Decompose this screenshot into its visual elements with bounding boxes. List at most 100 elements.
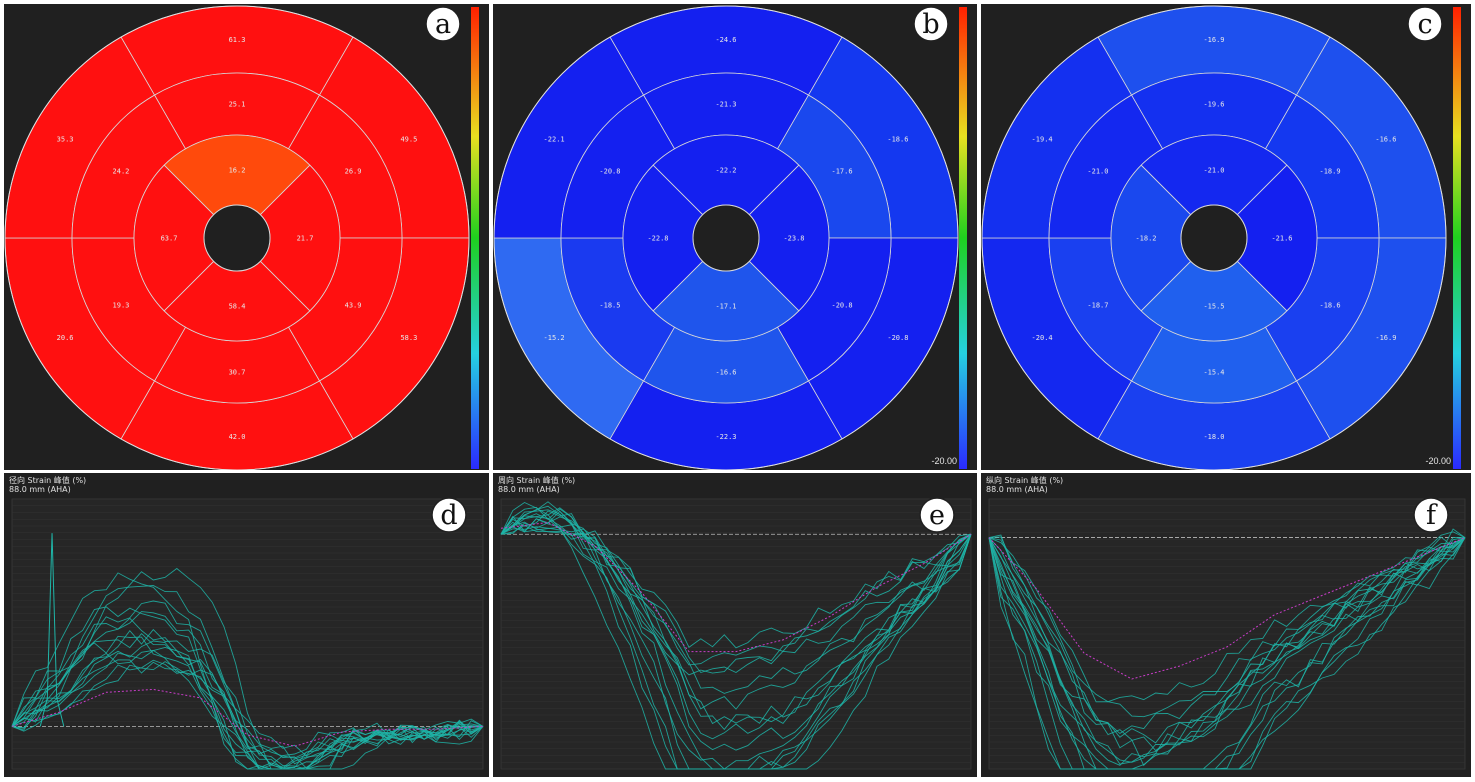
segment-value-apical-1: -21.0 [1203,167,1224,175]
segment-value-basal-3: 58.3 [400,334,417,342]
segment-value-basal-3: -20.8 [887,334,908,342]
segment-value-mid-4: -16.6 [715,369,736,377]
segment-value-basal-2: 49.5 [400,135,417,143]
segment-value-mid-1: 25.1 [229,101,246,109]
colorbar-b [959,7,967,469]
segment-curve-f-11 [988,537,1466,765]
segment-value-apical-2: 21.7 [297,235,314,243]
segment-curve-e-2 [500,521,972,666]
segment-value-apical-2: -23.8 [783,235,804,243]
segment-curve-d-8 [11,659,484,766]
segment-curve-f-12 [988,531,1466,770]
apex-hole [692,204,760,272]
panel-badge-label-c: c [1417,9,1432,40]
segment-curve-d-15 [11,628,484,770]
bullseye-a: 61.3 49.5 58.3 42.0 20.6 35.3 25.1 26.9 43.9 30.7… [4,5,470,470]
segment-value-mid-4: -15.4 [1203,369,1224,377]
segment-value-basal-2: -16.6 [1375,135,1396,143]
chart-title-e: 周向 Strain 峰值 (%) [498,475,575,485]
strain-curve-panel-d: 径向 Strain 峰值 (%) 88.0 mm (AHA) d [4,473,489,777]
segment-value-basal-5: -15.2 [544,334,565,342]
segment-curve-f-15 [988,537,1466,770]
segment-value-basal-4: -22.3 [715,433,736,441]
global-curve-f [988,537,1466,680]
segment-value-apical-4: -22.8 [647,235,668,243]
panel-badge-f [1413,497,1449,533]
chart-title-f: 纵向 Strain 峰值 (%) [986,475,1063,485]
global-curve-e [500,521,972,653]
segment-value-mid-2: 26.9 [345,168,362,176]
segment-value-basal-1: 61.3 [229,36,246,44]
segment-curve-d-9 [11,659,484,765]
segment-curve-f-7 [988,537,1466,766]
bullseye-panel-b: -24.6 -18.6 -20.8 -22.3 -15.2 -22.1 -21.3 -17.6… [493,4,977,470]
segment-value-basal-5: 20.6 [57,334,74,342]
bullseye-plot-b: -24.6 -18.6 -20.8 -22.3 -15.2 -22.1 -21.3 -17.6… [493,5,967,470]
chart-subtitle-f: 88.0 mm (AHA) [986,485,1048,494]
segment-curve-d-3 [11,606,484,770]
bullseye-b: -24.6 -18.6 -20.8 -22.3 -15.2 -22.1 -21.3 -17.6… [493,5,959,470]
segment-value-basal-6: -19.4 [1032,135,1053,143]
segment-curve-f-13 [988,528,1466,770]
outer-ring [981,5,1447,470]
segment-curve-e-9 [500,521,972,676]
segment-value-apical-4: -18.2 [1135,235,1156,243]
segment-value-mid-3: -20.8 [832,302,853,310]
panel-badge-c [1407,6,1443,42]
segment-value-mid-1: -19.6 [1203,101,1224,109]
bullseye-plot-a: 61.3 49.5 58.3 42.0 20.6 35.3 25.1 26.9 43.9 30.7… [4,5,479,470]
segment-value-basal-4: 42.0 [229,433,246,441]
panel-badge-label-b: b [922,9,939,40]
segment-value-apical-3: -15.5 [1203,303,1224,311]
outer-ring [493,5,959,470]
segment-curve-d-6 [11,647,484,769]
colorbar-c [1453,7,1461,469]
colorbar-min-label-b: -20.00 [931,456,957,466]
strain-curve-plot-e: 周向 Strain 峰值 (%)88.0 mm (AHA) e [498,475,972,770]
segment-value-mid-6: 24.2 [113,168,130,176]
strain-curve-plot-f: 纵向 Strain 峰值 (%)88.0 mm (AHA) f [986,475,1466,770]
segment-value-basal-1: -16.9 [1203,36,1224,44]
segment-value-apical-3: 58.4 [229,303,246,311]
segment-value-mid-5: -18.5 [599,302,620,310]
segment-curve-f-10 [988,536,1466,703]
segment-curve-spike [39,533,65,727]
segment-value-apical-1: 16.2 [229,167,246,175]
segment-curve-e-7 [500,507,972,740]
panel-badge-d [431,497,467,533]
outer-ring [4,5,470,470]
bullseye-c: -16.9 -16.6 -16.9 -18.0 -20.4 -19.4 -19.6 -18.9… [981,5,1447,470]
segment-value-mid-5: -18.7 [1087,302,1108,310]
segment-value-mid-1: -21.3 [715,101,736,109]
segment-value-apical-2: -21.6 [1271,235,1292,243]
panel-badge-label-a: a [435,9,451,40]
chart-subtitle-e: 88.0 mm (AHA) [498,485,560,494]
panel-badge-label-e: e [929,500,945,531]
colorbar-min-label-c: -20.00 [1425,456,1451,466]
segment-curve-f-3 [988,537,1466,770]
panel-badge-label-f: f [1426,500,1438,531]
segment-value-mid-6: -20.8 [599,168,620,176]
chart-subtitle-d: 88.0 mm (AHA) [9,485,71,494]
chart-title-d: 径向 Strain 峰值 (%) [9,475,86,485]
segment-value-apical-1: -22.2 [715,167,736,175]
segment-value-mid-5: 19.3 [113,302,130,310]
segment-curve-e-16 [500,506,972,770]
segment-curve-d-16 [11,632,484,769]
bullseye-panel-c: -16.9 -16.6 -16.9 -18.0 -20.4 -19.4 -19.6 -18.9… [981,4,1471,470]
strain-curve-plot-d: 径向 Strain 峰值 (%)88.0 mm (AHA) d [9,475,484,770]
segment-curve-e-14 [500,526,972,674]
bullseye-panel-a: 61.3 49.5 58.3 42.0 20.6 35.3 25.1 26.9 43.9 30.7… [4,4,489,470]
segment-value-basal-5: -20.4 [1032,334,1053,342]
bullseye-plot-c: -16.9 -16.6 -16.9 -18.0 -20.4 -19.4 -19.6 -18.9… [981,5,1461,470]
segment-value-mid-2: -17.6 [832,168,853,176]
segment-value-apical-3: -17.1 [715,303,736,311]
segment-value-basal-3: -16.9 [1375,334,1396,342]
segment-curve-d-2 [11,585,484,770]
segment-value-mid-6: -21.0 [1087,168,1108,176]
segment-value-basal-6: 35.3 [57,135,74,143]
segment-value-mid-4: 30.7 [229,369,246,377]
segment-curve-f-16 [988,537,1466,752]
segment-value-mid-3: -18.6 [1320,302,1341,310]
panel-badge-e [919,497,955,533]
